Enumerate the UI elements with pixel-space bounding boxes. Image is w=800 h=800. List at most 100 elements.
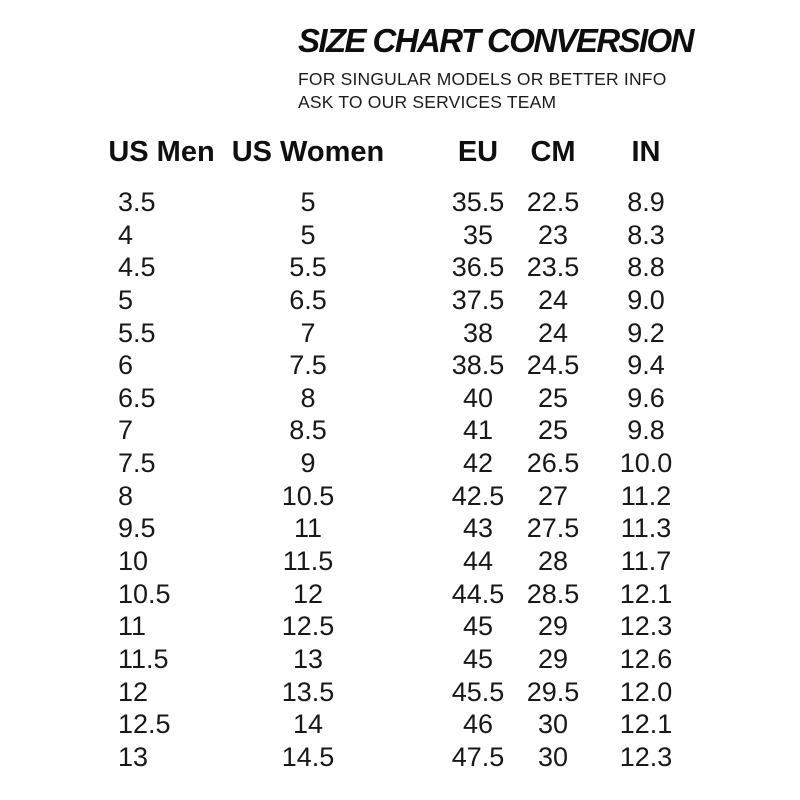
subtitle-line-2: ASK TO OUR SERVICES TEAM bbox=[298, 91, 557, 112]
table-row: 5.5 7 38 24 9.2 bbox=[100, 317, 686, 350]
cell-cm: 27.5 bbox=[526, 513, 580, 544]
cell-in: 8.9 bbox=[627, 187, 665, 217]
cell-us-women: 10.5 bbox=[281, 480, 335, 511]
cell-in: 11.7 bbox=[620, 546, 672, 577]
cell-us-women: 11.5 bbox=[282, 546, 334, 577]
cell-in: 9.8 bbox=[627, 415, 665, 446]
cell-eu: 37.5 bbox=[451, 284, 505, 315]
cell-us-men: 12.5 bbox=[118, 709, 171, 740]
column-header-eu: EU bbox=[457, 136, 499, 168]
table-row: 11.5 13 45 29 12.6 bbox=[100, 643, 686, 676]
cell-us-women: 5 bbox=[300, 187, 316, 217]
table-row: 7 8.5 41 25 9.8 bbox=[100, 414, 686, 447]
cell-eu: 44.5 bbox=[451, 578, 505, 609]
table-header-row: US Men US Women EU CM IN bbox=[100, 137, 686, 167]
cell-cm: 23 bbox=[537, 219, 569, 250]
cell-eu: 35 bbox=[462, 219, 494, 250]
cell-cm: 29.5 bbox=[526, 676, 580, 707]
cell-in: 9.2 bbox=[627, 317, 665, 348]
column-header-in: IN bbox=[631, 136, 661, 168]
cell-us-women: 11 bbox=[293, 513, 323, 544]
cell-us-women: 7 bbox=[300, 317, 316, 348]
cell-cm: 28 bbox=[537, 546, 569, 577]
cell-us-women: 6.5 bbox=[289, 284, 327, 315]
cell-us-men: 7.5 bbox=[118, 448, 156, 479]
cell-us-women: 14.5 bbox=[281, 741, 335, 772]
cell-cm: 29 bbox=[537, 611, 569, 642]
cell-us-men: 11 bbox=[118, 611, 147, 642]
cell-in: 9.0 bbox=[627, 284, 665, 315]
cell-us-men: 12 bbox=[118, 676, 149, 707]
cell-us-women: 14 bbox=[292, 709, 324, 740]
cell-cm: 22.5 bbox=[526, 187, 580, 217]
cell-us-men: 7 bbox=[118, 415, 134, 446]
cell-eu: 44 bbox=[462, 546, 494, 577]
table-row: 9.5 11 43 27.5 11.3 bbox=[100, 512, 686, 545]
cell-us-men: 11.5 bbox=[118, 643, 169, 674]
cell-in: 11.2 bbox=[620, 480, 672, 511]
cell-us-men: 5.5 bbox=[118, 317, 156, 348]
cell-us-men: 8 bbox=[118, 480, 134, 511]
header-block: SIZE CHART CONVERSION FOR SINGULAR MODEL… bbox=[298, 23, 728, 114]
cell-cm: 30 bbox=[537, 709, 569, 740]
cell-us-women: 7.5 bbox=[289, 350, 327, 381]
table-row: 4 5 35 23 8.3 bbox=[100, 219, 686, 252]
cell-us-women: 5 bbox=[300, 219, 316, 250]
cell-eu: 47.5 bbox=[451, 741, 505, 772]
cell-eu: 45 bbox=[462, 611, 494, 642]
table-row: 5 6.5 37.5 24 9.0 bbox=[100, 284, 686, 317]
cell-us-men: 10.5 bbox=[118, 578, 171, 609]
cell-us-women: 13 bbox=[292, 643, 324, 674]
cell-in: 12.3 bbox=[619, 741, 673, 772]
cell-eu: 42.5 bbox=[451, 480, 505, 511]
cell-eu: 43 bbox=[462, 513, 494, 544]
cell-eu: 45.5 bbox=[451, 676, 505, 707]
cell-us-women: 12 bbox=[292, 578, 324, 609]
cell-us-men: 6 bbox=[118, 350, 134, 381]
cell-in: 12.3 bbox=[619, 611, 673, 642]
subtitle-line-1: FOR SINGULAR MODELS OR BETTER INFO bbox=[298, 68, 667, 89]
table-row: 6.5 8 40 25 9.6 bbox=[100, 382, 686, 415]
cell-cm: 23.5 bbox=[526, 252, 580, 283]
table-row: 10.5 12 44.5 28.5 12.1 bbox=[100, 578, 686, 611]
cell-eu: 41 bbox=[462, 415, 494, 446]
cell-cm: 25 bbox=[537, 382, 569, 413]
cell-in: 9.4 bbox=[627, 350, 665, 381]
cell-us-men: 6.5 bbox=[118, 382, 156, 413]
cell-us-men: 3.5 bbox=[118, 187, 156, 217]
cell-cm: 24.5 bbox=[526, 350, 580, 381]
cell-eu: 38 bbox=[462, 317, 494, 348]
cell-us-women: 12.5 bbox=[281, 611, 335, 642]
table-row: 4.5 5.5 36.5 23.5 8.8 bbox=[100, 251, 686, 284]
cell-us-women: 8 bbox=[300, 382, 316, 413]
table-row: 3.5 5 35.5 22.5 8.9 bbox=[100, 186, 686, 219]
cell-us-women: 5.5 bbox=[289, 252, 327, 283]
page-subtitle: FOR SINGULAR MODELS OR BETTER INFO ASK T… bbox=[298, 68, 728, 114]
cell-us-men: 4.5 bbox=[118, 252, 156, 283]
column-header-us-women: US Women bbox=[231, 136, 385, 168]
cell-in: 8.8 bbox=[627, 252, 665, 283]
cell-cm: 30 bbox=[537, 741, 569, 772]
cell-us-women: 9 bbox=[300, 448, 316, 479]
cell-in: 8.3 bbox=[627, 219, 665, 250]
cell-eu: 42 bbox=[462, 448, 494, 479]
cell-in: 10.0 bbox=[619, 448, 673, 479]
column-header-cm: CM bbox=[530, 136, 576, 168]
table-row: 13 14.5 47.5 30 12.3 bbox=[100, 741, 686, 774]
table-row: 7.5 9 42 26.5 10.0 bbox=[100, 447, 686, 480]
cell-us-women: 13.5 bbox=[281, 676, 335, 707]
table-row: 8 10.5 42.5 27 11.2 bbox=[100, 480, 686, 513]
cell-in: 12.1 bbox=[619, 578, 673, 609]
cell-us-men: 4 bbox=[118, 219, 134, 250]
column-header-us-men: US Men bbox=[108, 136, 215, 168]
cell-eu: 40 bbox=[462, 382, 494, 413]
cell-us-men: 9.5 bbox=[118, 513, 156, 544]
cell-us-men: 13 bbox=[118, 741, 149, 772]
cell-eu: 38.5 bbox=[451, 350, 505, 381]
cell-eu: 36.5 bbox=[451, 252, 505, 283]
cell-cm: 29 bbox=[537, 643, 569, 674]
cell-eu: 45 bbox=[462, 643, 494, 674]
table-row: 10 11.5 44 28 11.7 bbox=[100, 545, 686, 578]
cell-cm: 24 bbox=[537, 317, 569, 348]
cell-in: 12.0 bbox=[619, 676, 673, 707]
